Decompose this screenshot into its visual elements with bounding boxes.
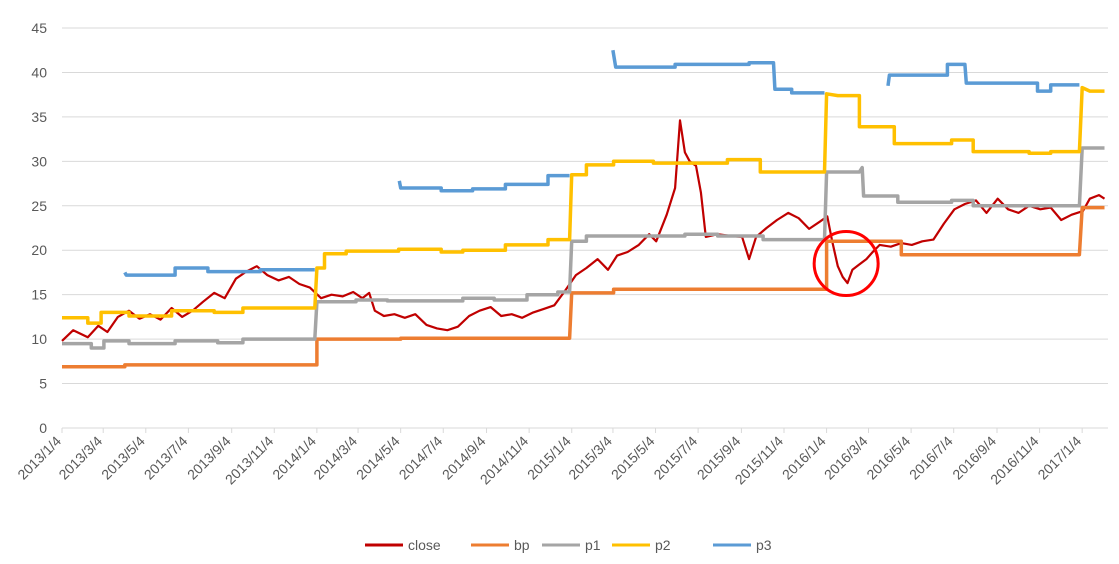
x-tick-label: 2017/1/4 — [1034, 433, 1084, 483]
highlight-circle — [812, 230, 880, 298]
x-tick-label: 2013/1/4 — [14, 433, 64, 483]
annotations — [812, 230, 880, 298]
x-tick-label: 2014/3/4 — [310, 433, 360, 483]
x-tick-label: 2016/3/4 — [821, 433, 871, 483]
x-tick-label: 2015/7/4 — [650, 433, 700, 483]
series-line-p2 — [62, 85, 1105, 325]
x-tick-label: 2015/5/4 — [608, 433, 658, 483]
legend: close bp p1 p2 p3 — [365, 537, 772, 553]
legend-label-close: close — [408, 537, 441, 553]
legend-label-bp: bp — [514, 537, 530, 553]
legend-label-p3: p3 — [756, 537, 772, 553]
x-tick-label: 2016/7/4 — [906, 433, 956, 483]
x-tick-label: 2016/5/4 — [863, 433, 913, 483]
series-line-p3 — [611, 49, 825, 95]
y-tick-label: 30 — [31, 153, 47, 169]
x-tick-label: 2013/5/4 — [98, 433, 148, 483]
x-tick-label: 2015/3/4 — [565, 433, 615, 483]
series-line-p3 — [886, 62, 1080, 93]
y-tick-label: 15 — [31, 287, 47, 303]
y-tick-label: 0 — [39, 420, 47, 436]
series-line-close — [61, 119, 1106, 342]
legend-label-p1: p1 — [585, 537, 601, 553]
y-tick-label: 25 — [31, 198, 47, 214]
x-tick-label: 2015/1/4 — [524, 433, 574, 483]
x-tick-label: 2013/7/4 — [141, 433, 191, 483]
y-tick-label: 10 — [31, 331, 47, 347]
y-tick-label: 20 — [31, 242, 47, 258]
series-line-p3 — [397, 173, 570, 193]
x-tick-label: 2014/1/4 — [269, 433, 319, 483]
y-tick-label: 35 — [31, 109, 47, 125]
x-tick-label: 2014/5/4 — [353, 433, 403, 483]
x-tick-label: 2013/3/4 — [55, 433, 105, 483]
gridlines — [62, 27, 1108, 429]
series-line-p3 — [123, 266, 315, 277]
series-line-p1 — [62, 146, 1105, 350]
y-tick-label: 45 — [31, 20, 47, 36]
y-axis: 0 5 10 15 20 25 30 35 40 45 — [31, 20, 47, 436]
x-axis: 2013/1/42013/3/42013/5/42013/7/42013/9/4… — [14, 428, 1084, 487]
series-lines — [61, 49, 1106, 369]
series-line-bp — [62, 205, 1105, 369]
x-tick-label: 2016/1/4 — [779, 433, 829, 483]
y-tick-label: 5 — [39, 376, 47, 392]
y-tick-label: 40 — [31, 64, 47, 80]
legend-label-p2: p2 — [655, 537, 671, 553]
x-tick-label: 2014/7/4 — [396, 433, 446, 483]
